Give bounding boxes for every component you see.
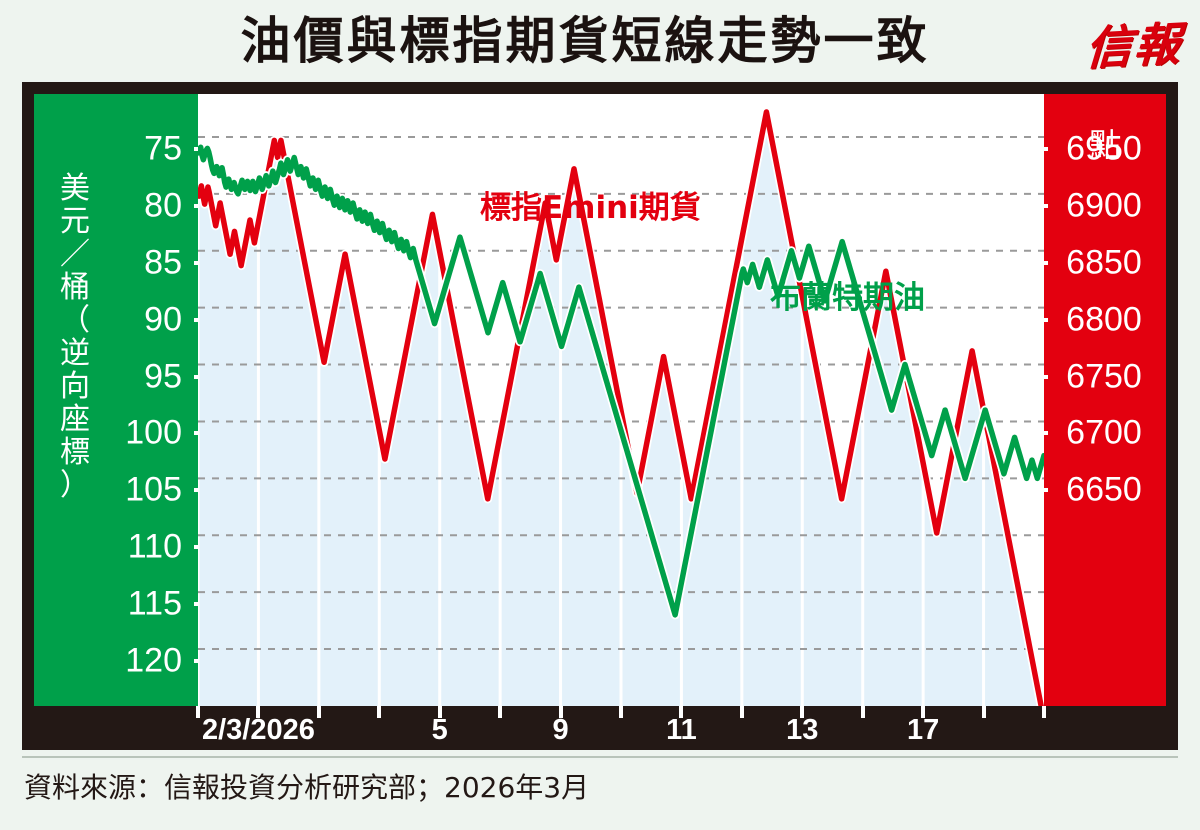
x-axis-tickmark — [1042, 706, 1046, 718]
x-axis-tick-label: 9 — [552, 714, 569, 746]
chart-canvas — [198, 107, 1044, 706]
y-axis-left-tick-label: 115 — [127, 584, 182, 623]
left-axis-title: 美元／桶（逆向座標） — [52, 172, 98, 502]
x-axis: 2/3/2026 5 9 11 13 17 — [34, 706, 1166, 746]
y-axis-right-tick-label: 6700 — [1066, 413, 1142, 452]
series-line-brent — [198, 144, 1044, 618]
x-axis-tickmark — [256, 706, 261, 718]
x-axis-tickmark — [679, 706, 684, 718]
y-axis-right-tick-label: 6650 — [1066, 470, 1142, 509]
y-axis-right-tick-label: 6950 — [1066, 129, 1142, 168]
x-axis-tickmark — [377, 706, 382, 718]
x-axis-tick-label: 13 — [786, 714, 819, 746]
left-axis-title-char: （ — [60, 303, 90, 338]
x-axis-tickmark — [437, 706, 442, 718]
left-axis-title-char: 向 — [60, 369, 90, 404]
x-axis-tickmark — [739, 706, 744, 718]
right-axis-unit-label: 點 — [1088, 126, 1121, 164]
x-axis-tickmark — [316, 706, 321, 718]
y-axis-left-tick-label: 100 — [125, 413, 182, 452]
source-note: 資料來源：信報投資分析研究部；2026年3月 — [24, 771, 590, 804]
series-label-emini: 標指Emini期貨 — [480, 190, 701, 226]
y-axis-right-tick-label: 6850 — [1066, 243, 1142, 282]
page-title: 油價與標指期貨短線走勢一致 — [240, 12, 930, 70]
x-axis-tick-label: 11 — [666, 714, 697, 746]
plot-area: 標指Emini期貨 布蘭特期油 — [198, 94, 1044, 706]
x-axis-tickmark — [800, 706, 805, 718]
x-axis-tickmark — [921, 706, 926, 718]
brand-logo: 信報 — [1084, 16, 1184, 76]
left-axis-title-char: 逆 — [60, 336, 90, 371]
x-axis-tick-label: 2/3/2026 — [201, 714, 315, 746]
x-axis-tick-label: 17 — [907, 714, 940, 746]
x-axis-tickmark — [860, 706, 865, 718]
y-axis-left-tick-label: 105 — [125, 470, 182, 509]
series-line-emini — [198, 109, 1044, 706]
y-axis-left-tick-label: 95 — [144, 357, 182, 396]
y-axis-left-tick-label: 80 — [144, 186, 182, 225]
left-axis-title-char: 美 — [60, 171, 90, 206]
left-axis-title-char: 標 — [60, 435, 90, 470]
x-axis-tickmark — [558, 706, 563, 718]
y-axis-left-tick-label: 110 — [127, 527, 182, 566]
left-axis-title-char: 桶 — [60, 270, 90, 305]
x-axis-tickmark — [619, 706, 623, 718]
x-axis-tickmark — [196, 706, 200, 718]
x-axis-tickmark — [981, 706, 986, 718]
right-axis-band: 點 6950 6900 6850 6800 6750 6700 6650 — [1034, 94, 1166, 706]
x-axis-tickmarks — [34, 706, 1166, 718]
y-axis-left-tick-label: 90 — [144, 300, 182, 339]
left-axis-title-char: 元 — [60, 204, 90, 239]
y-axis-right-tick-label: 6900 — [1066, 186, 1142, 225]
x-axis-tickmark — [498, 706, 503, 718]
left-axis-title-char: ／ — [60, 237, 90, 272]
y-axis-left-tick-label: 85 — [144, 243, 182, 282]
y-axis-left-tick-label: 75 — [144, 129, 182, 168]
chart-panel: 美元／桶（逆向座標） 75 80 85 90 95 100 105 110 115 120 點 6… — [22, 82, 1178, 750]
y-axis-left-tick-label: 120 — [125, 641, 182, 680]
footer-divider — [22, 756, 1178, 758]
x-axis-labels: 2/3/2026 5 9 11 13 17 — [34, 714, 1166, 746]
series-label-brent: 布蘭特期油 — [770, 280, 925, 316]
chart-header: 油價與標指期貨短線走勢一致 信報 — [0, 0, 1200, 82]
x-axis-tick-label: 5 — [431, 714, 448, 746]
left-axis-title-char: 座 — [60, 402, 90, 437]
y-axis-right-tick-label: 6800 — [1066, 300, 1142, 339]
left-axis-title-char: ） — [60, 468, 90, 503]
left-axis-band: 美元／桶（逆向座標） 75 80 85 90 95 100 105 110 115 120 — [34, 94, 208, 706]
y-axis-right-tick-label: 6750 — [1066, 357, 1142, 396]
